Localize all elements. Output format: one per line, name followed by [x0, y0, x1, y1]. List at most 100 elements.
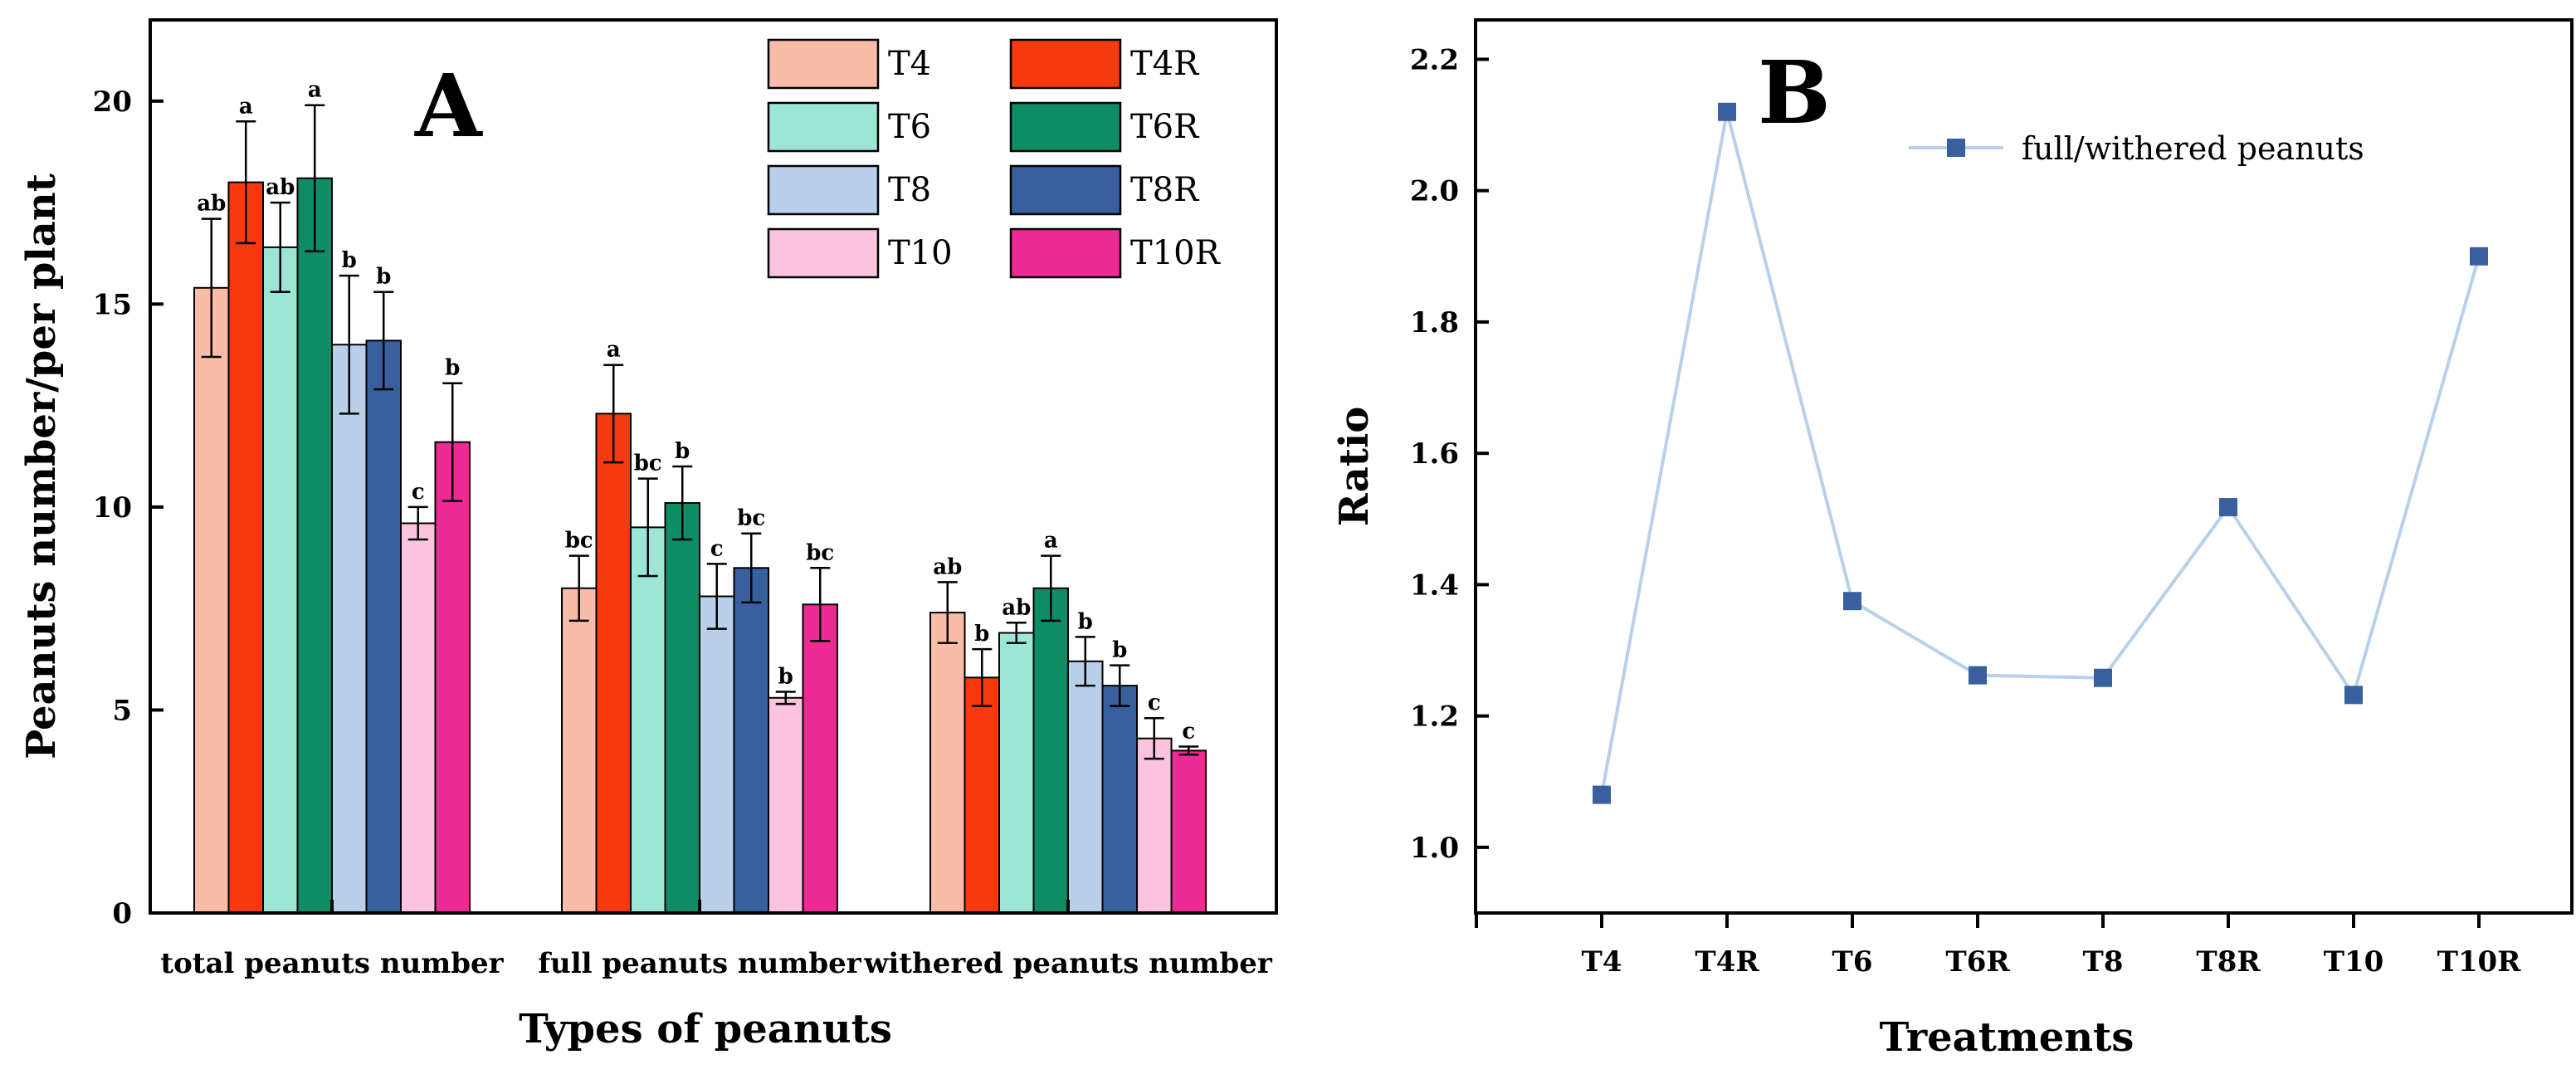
panel-b-y-tick-label: 1.0 — [1410, 832, 1459, 865]
significance-letter-T6-2: ab — [1002, 595, 1031, 620]
significance-letter-T10-0: c — [412, 480, 425, 505]
significance-letter-T10-1: b — [778, 664, 793, 689]
significance-letter-T6R-0: a — [308, 78, 322, 103]
panel-a-y-tick-label: 15 — [93, 288, 132, 321]
legend-label-full-withered: full/withered peanuts — [2022, 130, 2364, 167]
bar-T4R-1 — [595, 413, 632, 915]
panel-b-x-tick-label: T10 — [2324, 945, 2384, 979]
panel-a-label: A — [414, 55, 483, 157]
panel-b-y-tick-label: 1.6 — [1410, 437, 1459, 471]
bar-T8R-1 — [733, 567, 769, 914]
panel-b-x-tick-label: T4R — [1695, 945, 1759, 979]
significance-letter-T4-2: ab — [933, 554, 962, 579]
panel-a-legend: T4 T4R T6 T6R T8 T8R T10 T10R — [767, 38, 1222, 279]
panel-b-y-tick-label: 2.0 — [1410, 175, 1459, 208]
legend-label-T10: T10 — [888, 234, 953, 272]
legend-swatch-T10 — [767, 227, 880, 279]
panel-a-plot-frame — [149, 18, 1278, 915]
panel-b-legend: full/withered peanuts — [1909, 130, 2364, 167]
panel-a-y-tick-label: 20 — [93, 85, 132, 119]
bar-T10-1 — [768, 696, 804, 914]
significance-letter-T10R-2: c — [1182, 719, 1195, 744]
data-point-T6R — [1969, 666, 1987, 685]
significance-letter-T10R-1: bc — [806, 540, 834, 565]
panel-b-x-axis-title: Treatments — [1880, 1014, 2134, 1061]
panel-b-x-tick-label: T6R — [1945, 945, 2010, 979]
legend-marker-sample — [1947, 139, 1965, 157]
significance-letter-T8-0: b — [342, 248, 357, 273]
significance-letter-T6-1: bc — [634, 452, 662, 476]
significance-letter-T4R-1: a — [607, 338, 621, 363]
panel-b-y-axis-title: Ratio — [1331, 407, 1378, 527]
panel-a-x-tick-label: full peanuts number — [538, 947, 861, 980]
panel-b-x-tick-label: T8R — [2196, 945, 2261, 979]
panel-b-x-tick-label: T6 — [1832, 945, 1873, 979]
bar-T8-0 — [331, 344, 368, 915]
bar-T10R-1 — [802, 603, 838, 914]
bar-T6R-1 — [664, 502, 700, 914]
panel-a-x-tick-label: withered peanuts number — [863, 947, 1273, 980]
legend-swatch-T4 — [767, 38, 880, 90]
significance-letter-T6-0: ab — [266, 175, 295, 200]
legend-swatch-T8R — [1009, 164, 1122, 216]
significance-letter-T6R-2: a — [1044, 529, 1058, 554]
data-point-T6 — [1843, 592, 1861, 611]
panel-a-y-axis-title: Peanuts number/per plant — [18, 173, 65, 759]
bar-T6R-2 — [1032, 587, 1069, 915]
significance-letter-T8R-2: b — [1112, 638, 1127, 663]
panel-a-x-tick-label: total peanuts number — [160, 947, 504, 980]
legend-label-T6: T6 — [888, 108, 931, 146]
legend-label-T6R: T6R — [1130, 108, 1200, 146]
bar-T4-2 — [929, 612, 966, 915]
significance-letter-T8R-1: bc — [737, 506, 765, 531]
legend-swatch-T8 — [767, 164, 880, 216]
bar-T10-2 — [1136, 737, 1173, 915]
legend-label-T8R: T8R — [1130, 171, 1200, 209]
panel-b-y-tick-label: 2.2 — [1410, 43, 1459, 76]
panel-b-y-tick-label: 1.2 — [1410, 701, 1459, 734]
legend-label-T8: T8 — [888, 171, 931, 209]
significance-letter-T6R-1: b — [675, 439, 690, 464]
panel-a-x-axis-title: Types of peanuts — [519, 1006, 892, 1052]
data-point-T8 — [2094, 668, 2112, 687]
series-line-full-withered — [1600, 111, 2481, 795]
panel-b-y-tick-label: 1.4 — [1410, 569, 1459, 602]
significance-letter-T10R-0: b — [445, 356, 460, 381]
bar-T8R-0 — [365, 339, 402, 914]
significance-letter-T8-2: b — [1078, 609, 1093, 634]
data-point-T8R — [2219, 498, 2237, 517]
panel-b-x-tick-label: T8 — [2083, 945, 2124, 979]
panel-b-x-tick-label: T10R — [2437, 945, 2522, 979]
bar-T8-1 — [699, 595, 735, 914]
legend-label-T4R: T4R — [1130, 45, 1200, 83]
panel-b-label: B — [1758, 41, 1831, 144]
legend-swatch-T6 — [767, 101, 880, 153]
bar-T4R-2 — [964, 676, 1000, 914]
bar-T8-2 — [1067, 660, 1104, 914]
data-point-T4 — [1593, 785, 1611, 804]
significance-letter-T8R-0: b — [376, 265, 391, 290]
bar-T6-2 — [998, 632, 1035, 914]
panel-a-y-tick-label: 5 — [112, 694, 132, 727]
bar-T6R-0 — [296, 177, 333, 914]
significance-letter-T4R-0: a — [239, 94, 253, 119]
bar-T8R-2 — [1101, 685, 1138, 914]
legend-label-T4: T4 — [888, 45, 931, 83]
bar-T4R-0 — [227, 181, 264, 915]
bar-T10R-2 — [1170, 749, 1207, 915]
legend-swatch-T4R — [1009, 38, 1122, 90]
data-point-T10R — [2470, 247, 2488, 266]
bar-T4-1 — [561, 587, 598, 915]
significance-letter-T8-1: c — [710, 536, 724, 561]
bar-T6-0 — [262, 246, 299, 914]
bar-T6-1 — [630, 526, 666, 914]
significance-letter-T4R-2: b — [974, 622, 989, 647]
panel-b-plot-frame — [1474, 18, 2574, 915]
data-point-T4R — [1718, 102, 1736, 121]
significance-letter-T4-1: bc — [565, 529, 593, 554]
legend-swatch-T6R — [1009, 101, 1122, 153]
legend-label-T10R: T10R — [1130, 234, 1222, 272]
significance-letter-T10-2: c — [1148, 691, 1161, 715]
panel-a-y-tick-label: 10 — [93, 491, 132, 525]
